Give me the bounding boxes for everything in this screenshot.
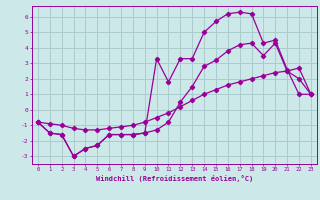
X-axis label: Windchill (Refroidissement éolien,°C): Windchill (Refroidissement éolien,°C) [96, 175, 253, 182]
